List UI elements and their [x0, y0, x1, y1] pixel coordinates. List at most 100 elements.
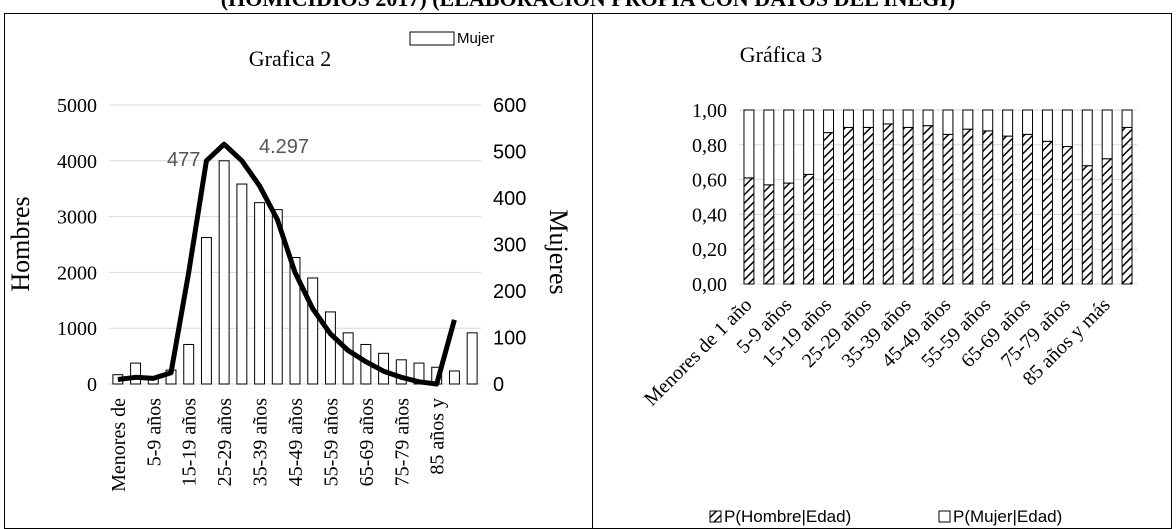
hombre-bar-segment: [1061, 146, 1073, 285]
y2-tick-label: 600: [493, 95, 526, 117]
mujer-bar: [448, 370, 460, 385]
hombre-bar-segment: [1081, 165, 1093, 285]
mujer-bar-segment: [902, 109, 914, 128]
chart-title: Gráfica 3: [740, 42, 822, 67]
x-tick-label: 25-29 años: [214, 398, 236, 487]
x-tick-label: Menores de: [108, 398, 130, 492]
mujer-bar-segment: [882, 109, 894, 125]
legend-label-hombre: P(Hombre|Edad): [724, 507, 851, 526]
mujer-bar-segment: [962, 109, 974, 130]
mujer-bar-segment: [982, 109, 994, 132]
mujer-bar: [271, 209, 283, 385]
hombre-bar-segment: [962, 128, 974, 285]
mujer-bar-segment: [922, 109, 934, 127]
legend-label-mujer: Mujer: [457, 30, 495, 47]
x-tick-label: 55-59 años: [320, 398, 342, 487]
mujer-bar-segment: [862, 109, 874, 128]
x-tick-label: 15-19 años: [179, 398, 201, 487]
mujer-bar: [466, 332, 478, 385]
mujer-bar-segment: [1081, 109, 1093, 167]
mujer-bar: [395, 359, 407, 385]
mujer-bar: [307, 277, 319, 385]
y-tick-label: 2000: [57, 262, 97, 284]
y-tick-label: 0,20: [692, 239, 727, 261]
x-tick-label: 85 años y: [427, 398, 449, 475]
hombre-bar-segment: [823, 132, 835, 285]
mujer-bar-segment: [763, 109, 775, 186]
legend-swatch-mujer: [938, 510, 951, 523]
y-tick-label: 1000: [57, 318, 97, 340]
mujer-bar-segment: [783, 109, 795, 184]
x-tick-label: 35-39 años: [250, 398, 272, 487]
mujer-bar: [200, 237, 212, 385]
mujer-bar: [218, 160, 230, 385]
mujer-bar-segment: [1041, 109, 1053, 142]
x-tick-label: Menores de 1 año: [640, 294, 756, 410]
hombre-bar-segment: [1002, 135, 1014, 285]
y2-tick-label: 300: [493, 235, 526, 257]
hombre-bar-segment: [803, 173, 815, 285]
y2-axis-title-mujeres: Mujeres: [544, 209, 573, 294]
y-tick-label: 0: [87, 374, 97, 396]
hombre-bar-segment: [942, 133, 954, 285]
hombre-bar-segment: [783, 182, 795, 285]
mujer-bar-segment: [1121, 109, 1133, 128]
grafica-3-chart: 0,00 0,20 0,40 0,60 0,80 1,00 Gráfica 3 Menores…: [640, 42, 1137, 526]
x-tick-label: 65-69 años: [356, 398, 378, 487]
y2-tick-label: 500: [493, 142, 526, 164]
legend-label-mujer: P(Mujer|Edad): [953, 507, 1062, 526]
mujer-bar-segment: [823, 109, 835, 134]
grafica-2-chart: 0 1000 2000 3000 4000 5000 0 100 200 300 400 500 600…: [6, 30, 573, 492]
hombre-bar-segment: [902, 126, 914, 285]
mujer-bar: [342, 332, 354, 385]
y-tick-label: 0,00: [692, 274, 727, 296]
legend-swatch-hombre: [709, 510, 722, 523]
annotation-477: 477: [167, 149, 200, 171]
chart-title: Grafica 2: [249, 46, 331, 71]
y-tick-label: 3000: [57, 207, 97, 229]
mujer-bar-segment: [1022, 109, 1034, 135]
mujer-bar: [254, 202, 266, 385]
y-tick-label: 0,80: [692, 135, 727, 157]
hombre-bar-segment: [882, 123, 894, 285]
mujer-bar: [324, 311, 336, 385]
hombre-bar-segment: [862, 126, 874, 285]
mujer-bar: [236, 183, 248, 385]
hombre-bar-segment: [763, 184, 775, 285]
chart-panel-grafica-3: 0,00 0,20 0,40 0,60 0,80 1,00 Gráfica 3 Menores…: [592, 13, 1172, 529]
y-tick-label: 4000: [57, 151, 97, 173]
y-tick-label: 0,60: [692, 170, 727, 192]
hombre-bar-segment: [982, 130, 994, 285]
hombres-line: [117, 141, 457, 387]
hombre-bar-segment: [1041, 140, 1053, 285]
hombre-bar-segment: [922, 125, 934, 285]
x-tick-label: 45-49 años: [285, 398, 307, 487]
y-tick-label: 5000: [57, 95, 97, 117]
legend-swatch-mujer: [409, 31, 455, 46]
mujer-bar-segment: [942, 109, 954, 135]
figure-header: (HOMICIDIOS 2017) (ELABORACIÓN PROPIA CO…: [0, 0, 1176, 16]
y-axis-title-hombres: Hombres: [6, 196, 35, 291]
mujer-bar-segment: [1101, 109, 1113, 160]
annotation-4297: 4.297: [259, 136, 309, 158]
mujer-bar-segment: [1061, 109, 1073, 148]
mujer-bar-segment: [743, 109, 755, 179]
mujer-bar: [183, 343, 195, 385]
mujer-bar: [289, 257, 301, 385]
hombre-bar-segment: [1101, 158, 1113, 285]
y2-tick-label: 200: [493, 281, 526, 303]
hombre-bar-segment: [1121, 126, 1133, 285]
x-tick-label: 75-79 años: [391, 398, 413, 487]
y2-tick-label: 400: [493, 188, 526, 210]
hombre-bar-segment: [842, 126, 854, 285]
hombre-bar-segment: [743, 177, 755, 285]
y2-tick-label: 0: [493, 374, 504, 396]
y2-tick-label: 100: [493, 328, 526, 350]
y-tick-label: 0,40: [692, 204, 727, 226]
hombre-bar-segment: [1022, 133, 1034, 285]
chart-panel-grafica-2: 0 1000 2000 3000 4000 5000 0 100 200 300 400 500 600…: [4, 13, 593, 529]
mujer-bar-segment: [803, 109, 815, 175]
x-tick-label: 5-9 años: [143, 398, 165, 467]
y-tick-label: 1,00: [692, 100, 727, 122]
mujer-bar-segment: [842, 109, 854, 128]
